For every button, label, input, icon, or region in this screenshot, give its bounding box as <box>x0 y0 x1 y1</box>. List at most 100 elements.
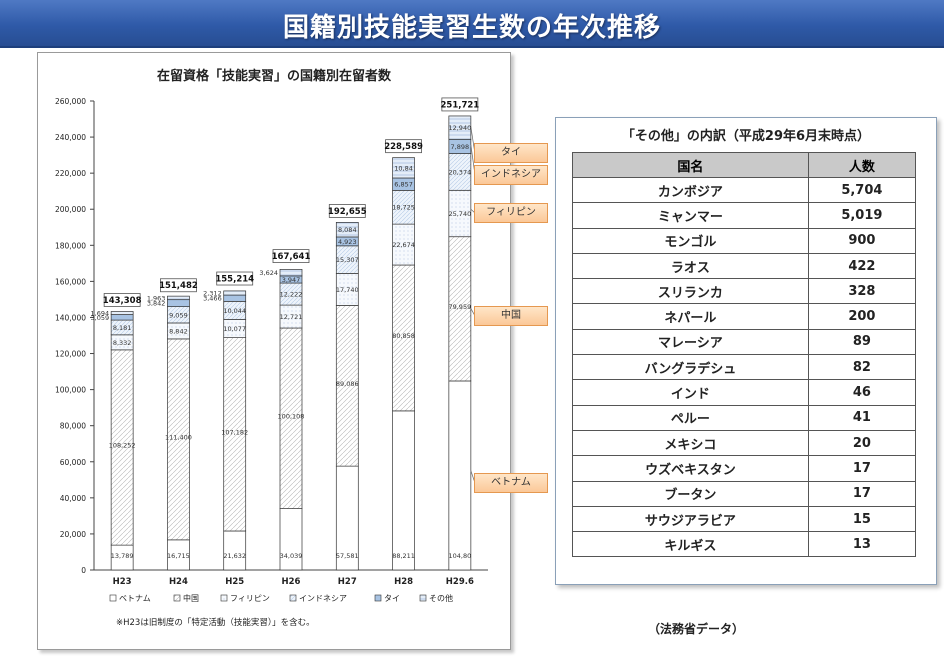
segment-value-label: 104,80 <box>448 552 471 560</box>
table-row: キルギス 13 <box>572 531 917 558</box>
segment-value-label: 100,108 <box>278 412 305 420</box>
segment-value-label: 7,898 <box>451 143 470 151</box>
bar-segment <box>223 290 247 296</box>
bar-segment <box>392 410 415 571</box>
y-tick-label: 80,000 <box>60 422 86 431</box>
segment-value-label: 15,307 <box>336 256 359 264</box>
total-label-box <box>272 249 310 264</box>
country-name-cell: ネパール <box>572 303 809 330</box>
chart-footnote: ※H23は旧制度の「特定活動（技能実習）」を含む。 <box>116 618 315 628</box>
count-cell: 17 <box>807 480 917 507</box>
segment-value-label: 8,181 <box>113 324 132 332</box>
breakdown-panel: 「その他」の内訳（平成29年6月末時点） 国名 人数 カンボジア 5,704 ミャン… <box>555 117 937 585</box>
segment-value-label: 108,252 <box>109 441 136 449</box>
bar-segment <box>223 294 247 302</box>
legend-swatch <box>289 594 297 602</box>
country-name-cell: サウジアラビア <box>572 505 809 533</box>
x-category-label: H24 <box>169 577 188 587</box>
x-category-label: H23 <box>113 577 132 587</box>
y-tick-label: 100,000 <box>55 386 86 395</box>
segment-value-label: 111,400 <box>165 433 192 441</box>
legend-swatch <box>220 594 228 602</box>
segment-value-label: 9,059 <box>169 311 188 319</box>
bar-segment <box>335 222 359 238</box>
count-cell: 422 <box>807 252 917 280</box>
stacked-bar-chart: 0 20,000 40,000 60,000 80,000 100,000 120,000 1… <box>55 97 488 603</box>
breakdown-table-body: カンボジア 5,704 ミャンマー 5,019 モンゴル 900 ラオス 422 スリランカ 32… <box>572 176 917 558</box>
total-value-label: 167,641 <box>272 252 311 262</box>
segment-value-label: 10,044 <box>223 307 246 315</box>
total-label-box <box>385 139 422 154</box>
country-name-cell: ミャンマー <box>572 202 809 229</box>
total-value-label: 228,589 <box>384 142 423 152</box>
count-cell: 900 <box>807 227 917 254</box>
legend-label: フィリピン <box>230 594 270 603</box>
segment-value-label: 8,842 <box>169 327 188 335</box>
table-row: ミャンマー 5,019 <box>572 202 917 229</box>
breakdown-table: 国名 人数 カンボジア 5,704 ミャンマー 5,019 モンゴル 900 ラオス 422 ス… <box>572 152 917 558</box>
segment-value-label: 20,374 <box>448 168 471 176</box>
segment-value-label: 4,923 <box>338 238 357 246</box>
segment-value-label: 10,077 <box>223 325 246 333</box>
bar-segment <box>448 380 472 571</box>
table-row: ウズベキスタン 17 <box>572 455 917 482</box>
page-title: 国籍別技能実習生数の年次推移 <box>282 13 661 43</box>
country-name-cell: スリランカ <box>572 278 809 305</box>
segment-value-label: 17,740 <box>336 286 359 294</box>
segment-value-label: 3,466 <box>203 295 222 303</box>
legend-swatch <box>374 594 382 602</box>
segment-value-label: 107,182 <box>221 428 248 436</box>
segment-value-label: 12,940 <box>448 124 471 132</box>
segment-value-label: 80,858 <box>392 332 415 340</box>
y-tick-label: 220,000 <box>55 169 86 178</box>
x-category-label: H28 <box>394 577 413 587</box>
total-value-label: 155,214 <box>215 275 254 285</box>
country-name-cell: マレーシア <box>572 328 809 356</box>
table-row: カンボジア 5,704 <box>572 176 917 204</box>
segment-value-label: 13,789 <box>111 552 134 560</box>
count-cell: 200 <box>807 303 917 330</box>
count-cell: 89 <box>807 328 917 356</box>
segment-value-label: 1,963 <box>147 294 166 302</box>
breakdown-title: 「その他」の内訳（平成29年6月末時点） <box>621 129 871 144</box>
table-row: ネパール 200 <box>572 303 917 330</box>
table-row: バングラデシュ 82 <box>572 354 917 381</box>
segment-value-label: 3,947 <box>282 276 301 284</box>
segment-value-label: 16,715 <box>167 552 190 560</box>
country-name-cell: モンゴル <box>572 227 809 254</box>
bar-segment <box>167 295 190 301</box>
x-category-label: H26 <box>282 577 301 587</box>
country-name-cell: メキシコ <box>572 429 809 457</box>
total-value-label: 143,308 <box>103 296 142 306</box>
table-row: ペルー 41 <box>572 404 917 431</box>
y-tick-label: 40,000 <box>60 494 86 503</box>
total-label-box <box>328 204 366 218</box>
table-row: ブータン 17 <box>572 480 917 507</box>
legend-swatch <box>419 594 427 602</box>
segment-value-label: 8,084 <box>338 226 357 234</box>
y-tick-label: 120,000 <box>55 350 86 359</box>
count-cell: 5,704 <box>807 176 917 204</box>
y-tick-label: 260,000 <box>55 97 86 106</box>
bar-segment <box>279 269 303 277</box>
callout-indonesia: インドネシア <box>474 165 548 185</box>
source-note: （法務省データ） <box>648 622 745 636</box>
count-cell: 13 <box>807 531 917 558</box>
segment-value-label: 12,222 <box>280 291 303 299</box>
total-label-box <box>160 278 197 293</box>
segment-value-label: 3,059 <box>91 314 110 322</box>
count-cell: 15 <box>807 505 917 533</box>
bar-segment <box>110 314 134 321</box>
legend-label: タイ <box>384 594 400 603</box>
country-name-cell: ウズベキスタン <box>572 455 809 482</box>
legend-swatch <box>109 594 117 602</box>
x-category-label: H25 <box>225 577 244 587</box>
count-cell: 20 <box>807 429 917 457</box>
table-row: メキシコ 20 <box>572 429 917 457</box>
segment-value-label: 2,312 <box>203 290 222 298</box>
segment-value-label: 10,84 <box>394 164 413 172</box>
y-tick-label: 20,000 <box>60 530 86 539</box>
segment-value-label: 12,721 <box>280 313 303 321</box>
table-header-row: 国名 人数 <box>572 152 917 178</box>
y-tick-label: 200,000 <box>55 205 86 214</box>
